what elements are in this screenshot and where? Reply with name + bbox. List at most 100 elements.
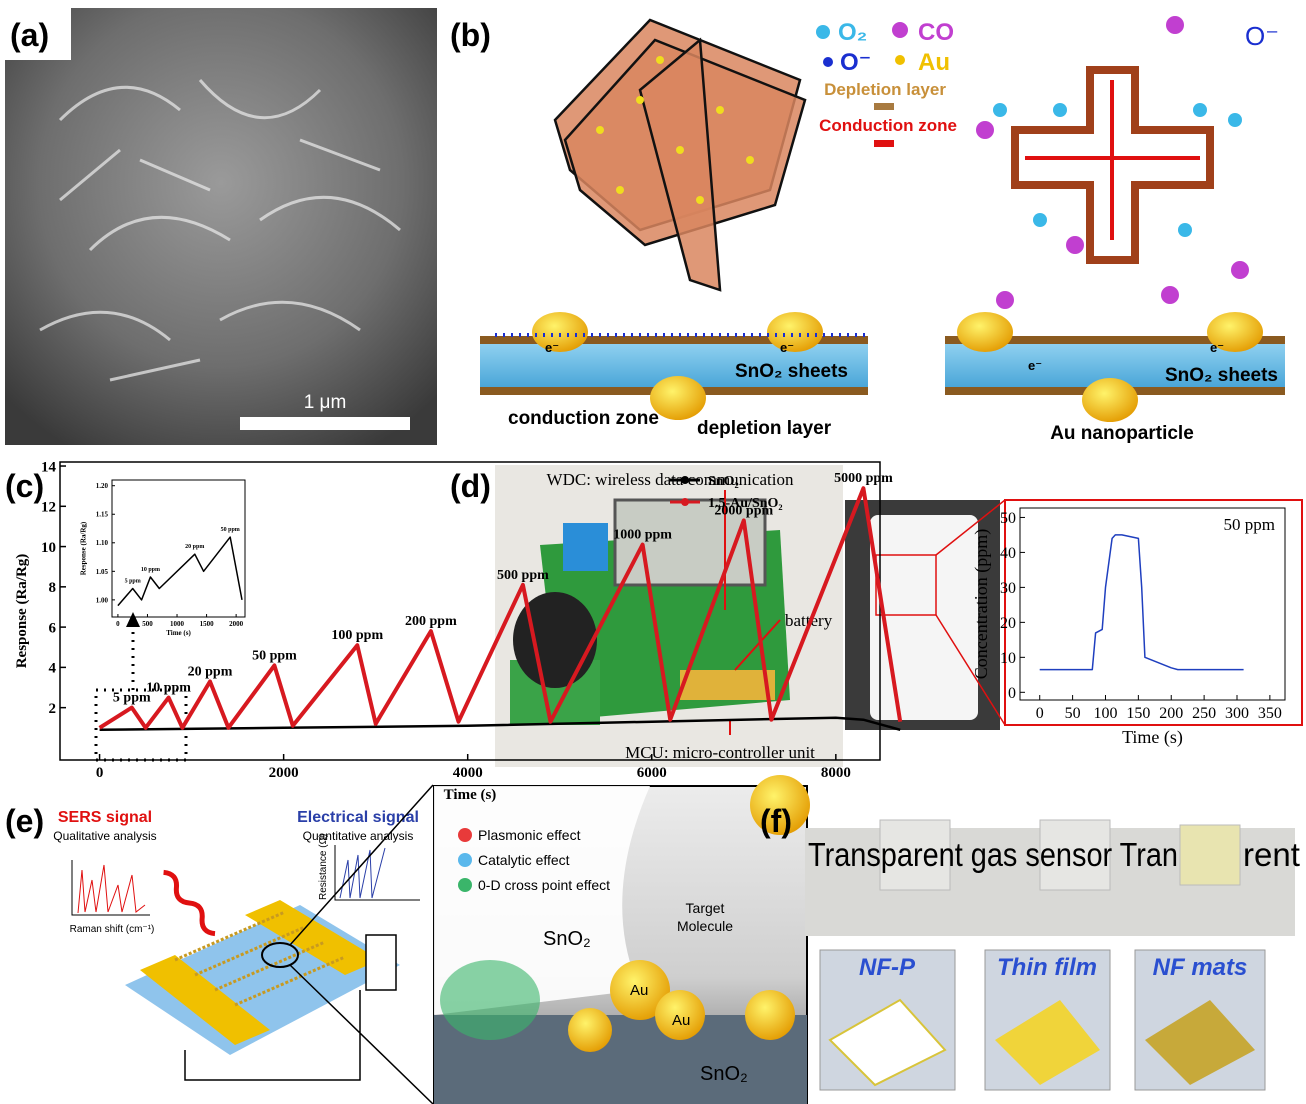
y-tick-label: 50	[1000, 510, 1016, 527]
x-tick-label: 200	[1159, 705, 1183, 722]
peak-label: 1000 ppm	[613, 528, 672, 543]
electron: e⁻	[1028, 358, 1042, 373]
legend-marker	[681, 498, 689, 506]
sensor-glass	[879, 819, 951, 891]
o-icon	[823, 57, 833, 67]
y-tick-label: 10	[1000, 650, 1016, 667]
x-tick-label: 0	[1036, 705, 1044, 722]
legend-dot	[458, 828, 472, 842]
label-bg	[5, 8, 71, 60]
x-tick-label: 4000	[453, 765, 483, 781]
signal-sub: Quantitative analysis	[303, 829, 414, 843]
plot-frame	[111, 479, 246, 618]
battery-block	[680, 670, 775, 700]
o2-icon	[816, 25, 830, 39]
panel-f: (f) Transparent gas sensor Tran rent NF-…	[760, 803, 1300, 1091]
y-tick-label: 14	[41, 459, 57, 475]
chart: 0 500 1000 1500 2000 1.00 1.05 1.10 1.15 1.20 Time…	[80, 479, 246, 637]
molecule-label: Target	[686, 900, 725, 916]
x-tick-label: 500	[142, 620, 153, 628]
panel-label: (d)	[450, 468, 491, 504]
signal-title: SERS signal	[58, 809, 152, 826]
legend-dot	[458, 853, 472, 867]
peak-label: 10 ppm	[146, 681, 191, 696]
tile-label: NF-P	[859, 954, 916, 981]
layer-label: SnO₂ sheets	[735, 361, 848, 382]
series-line	[99, 716, 901, 732]
cross-point-glow	[440, 960, 540, 1040]
peak-label: 20 ppm	[188, 664, 233, 679]
legend-text: O₂	[838, 19, 867, 46]
chart: 0 2000 4000 6000 8000 2 4 6 8 10 12 14 Time (s) Respo…	[14, 459, 903, 803]
x-tick-label: 8000	[821, 765, 851, 781]
electron: e⁻	[545, 340, 559, 355]
legend-text: Au	[918, 49, 950, 76]
y-tick-label: 0	[1008, 685, 1016, 702]
layer-right	[945, 312, 1285, 422]
x-tick-label: 6000	[637, 765, 667, 781]
layer-label: conduction zone	[508, 408, 659, 429]
material-label: SnO₂	[543, 928, 591, 950]
y-tick-label: 1.15	[96, 511, 109, 519]
scale-label: 1 μm	[304, 392, 347, 413]
x-tick-label: 100	[1093, 705, 1117, 722]
y-axis-label: Response (Ra/Rg)	[80, 521, 88, 575]
legend-label: SnO₂	[708, 474, 739, 489]
legend-swatch	[874, 103, 894, 110]
cross	[1011, 66, 1214, 264]
au-label: Au	[672, 1012, 690, 1029]
resistance-axes	[334, 845, 420, 901]
legend-text: Catalytic effect	[478, 852, 570, 868]
zoom-lines	[935, 499, 1006, 726]
legend-text: O⁻	[840, 49, 871, 76]
raman-axes	[71, 860, 150, 916]
panel-label: (b)	[450, 17, 491, 53]
au-particle	[745, 990, 795, 1040]
x-tick-label: 300	[1225, 705, 1249, 722]
electrode	[140, 955, 270, 1045]
panel-label: (e)	[5, 803, 44, 839]
peak-label: 5 ppm	[113, 691, 151, 706]
meter	[365, 934, 397, 991]
panel-e: (e) SERS signal Qualitative analysis Ele…	[5, 775, 810, 1104]
material-label: SnO₂	[700, 1063, 748, 1085]
legend-swatch	[874, 140, 894, 147]
au-particle	[610, 960, 670, 1020]
legend-dot	[458, 878, 472, 892]
x-tick-label: 1500	[200, 620, 215, 628]
series-line	[117, 536, 243, 607]
x-axis-label: Time (s)	[166, 629, 191, 637]
legend-text: CO	[918, 19, 954, 46]
axis-label: Resistance (Ω)	[318, 834, 329, 900]
layer-label: Au nanoparticle	[1050, 423, 1194, 444]
sheets	[553, 18, 807, 292]
x-axis-label: Time (s)	[444, 787, 497, 803]
x-tick-label: 0	[116, 620, 120, 628]
banner-text: rent	[1243, 836, 1300, 873]
y-tick-label: 12	[41, 500, 56, 516]
peak-label: 50 ppm	[252, 648, 297, 663]
x-tick-label: 2000	[229, 620, 244, 628]
co-molecules	[976, 16, 1249, 309]
tile-label: NF mats	[1153, 954, 1248, 981]
au-particle	[655, 990, 705, 1040]
gas-sensor	[513, 592, 597, 688]
petals	[39, 79, 401, 382]
x-tick-label: 350	[1258, 705, 1282, 722]
y-axis-label: Concentration (ppm)	[971, 529, 992, 679]
layer-left	[480, 312, 868, 420]
panel-label: (a)	[10, 17, 49, 53]
legend-marker	[681, 476, 689, 484]
y-tick-label: 4	[49, 661, 57, 677]
peak-label: 50 ppm	[221, 527, 240, 533]
electrode	[245, 900, 380, 975]
legend-label: 1.5-Au/SnO₂	[708, 496, 783, 511]
au-particle	[750, 775, 810, 835]
signal-title: Electrical signal	[297, 809, 419, 826]
x-tick-label: 150	[1126, 705, 1150, 722]
legend-text: Plasmonic effect	[478, 827, 581, 843]
electron: e⁻	[1210, 340, 1224, 355]
x-tick-label: 0	[96, 765, 104, 781]
y-tick-label: 10	[41, 540, 56, 556]
y-tick-label: 40	[1000, 545, 1016, 562]
